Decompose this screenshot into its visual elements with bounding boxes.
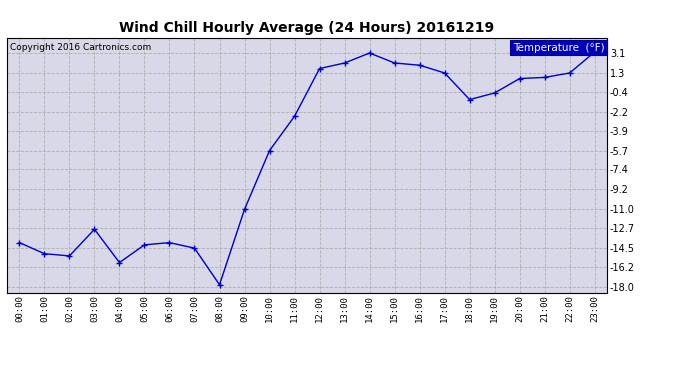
Text: Copyright 2016 Cartronics.com: Copyright 2016 Cartronics.com: [10, 43, 151, 52]
Title: Wind Chill Hourly Average (24 Hours) 20161219: Wind Chill Hourly Average (24 Hours) 201…: [119, 21, 495, 35]
Text: Temperature  (°F): Temperature (°F): [513, 43, 604, 52]
